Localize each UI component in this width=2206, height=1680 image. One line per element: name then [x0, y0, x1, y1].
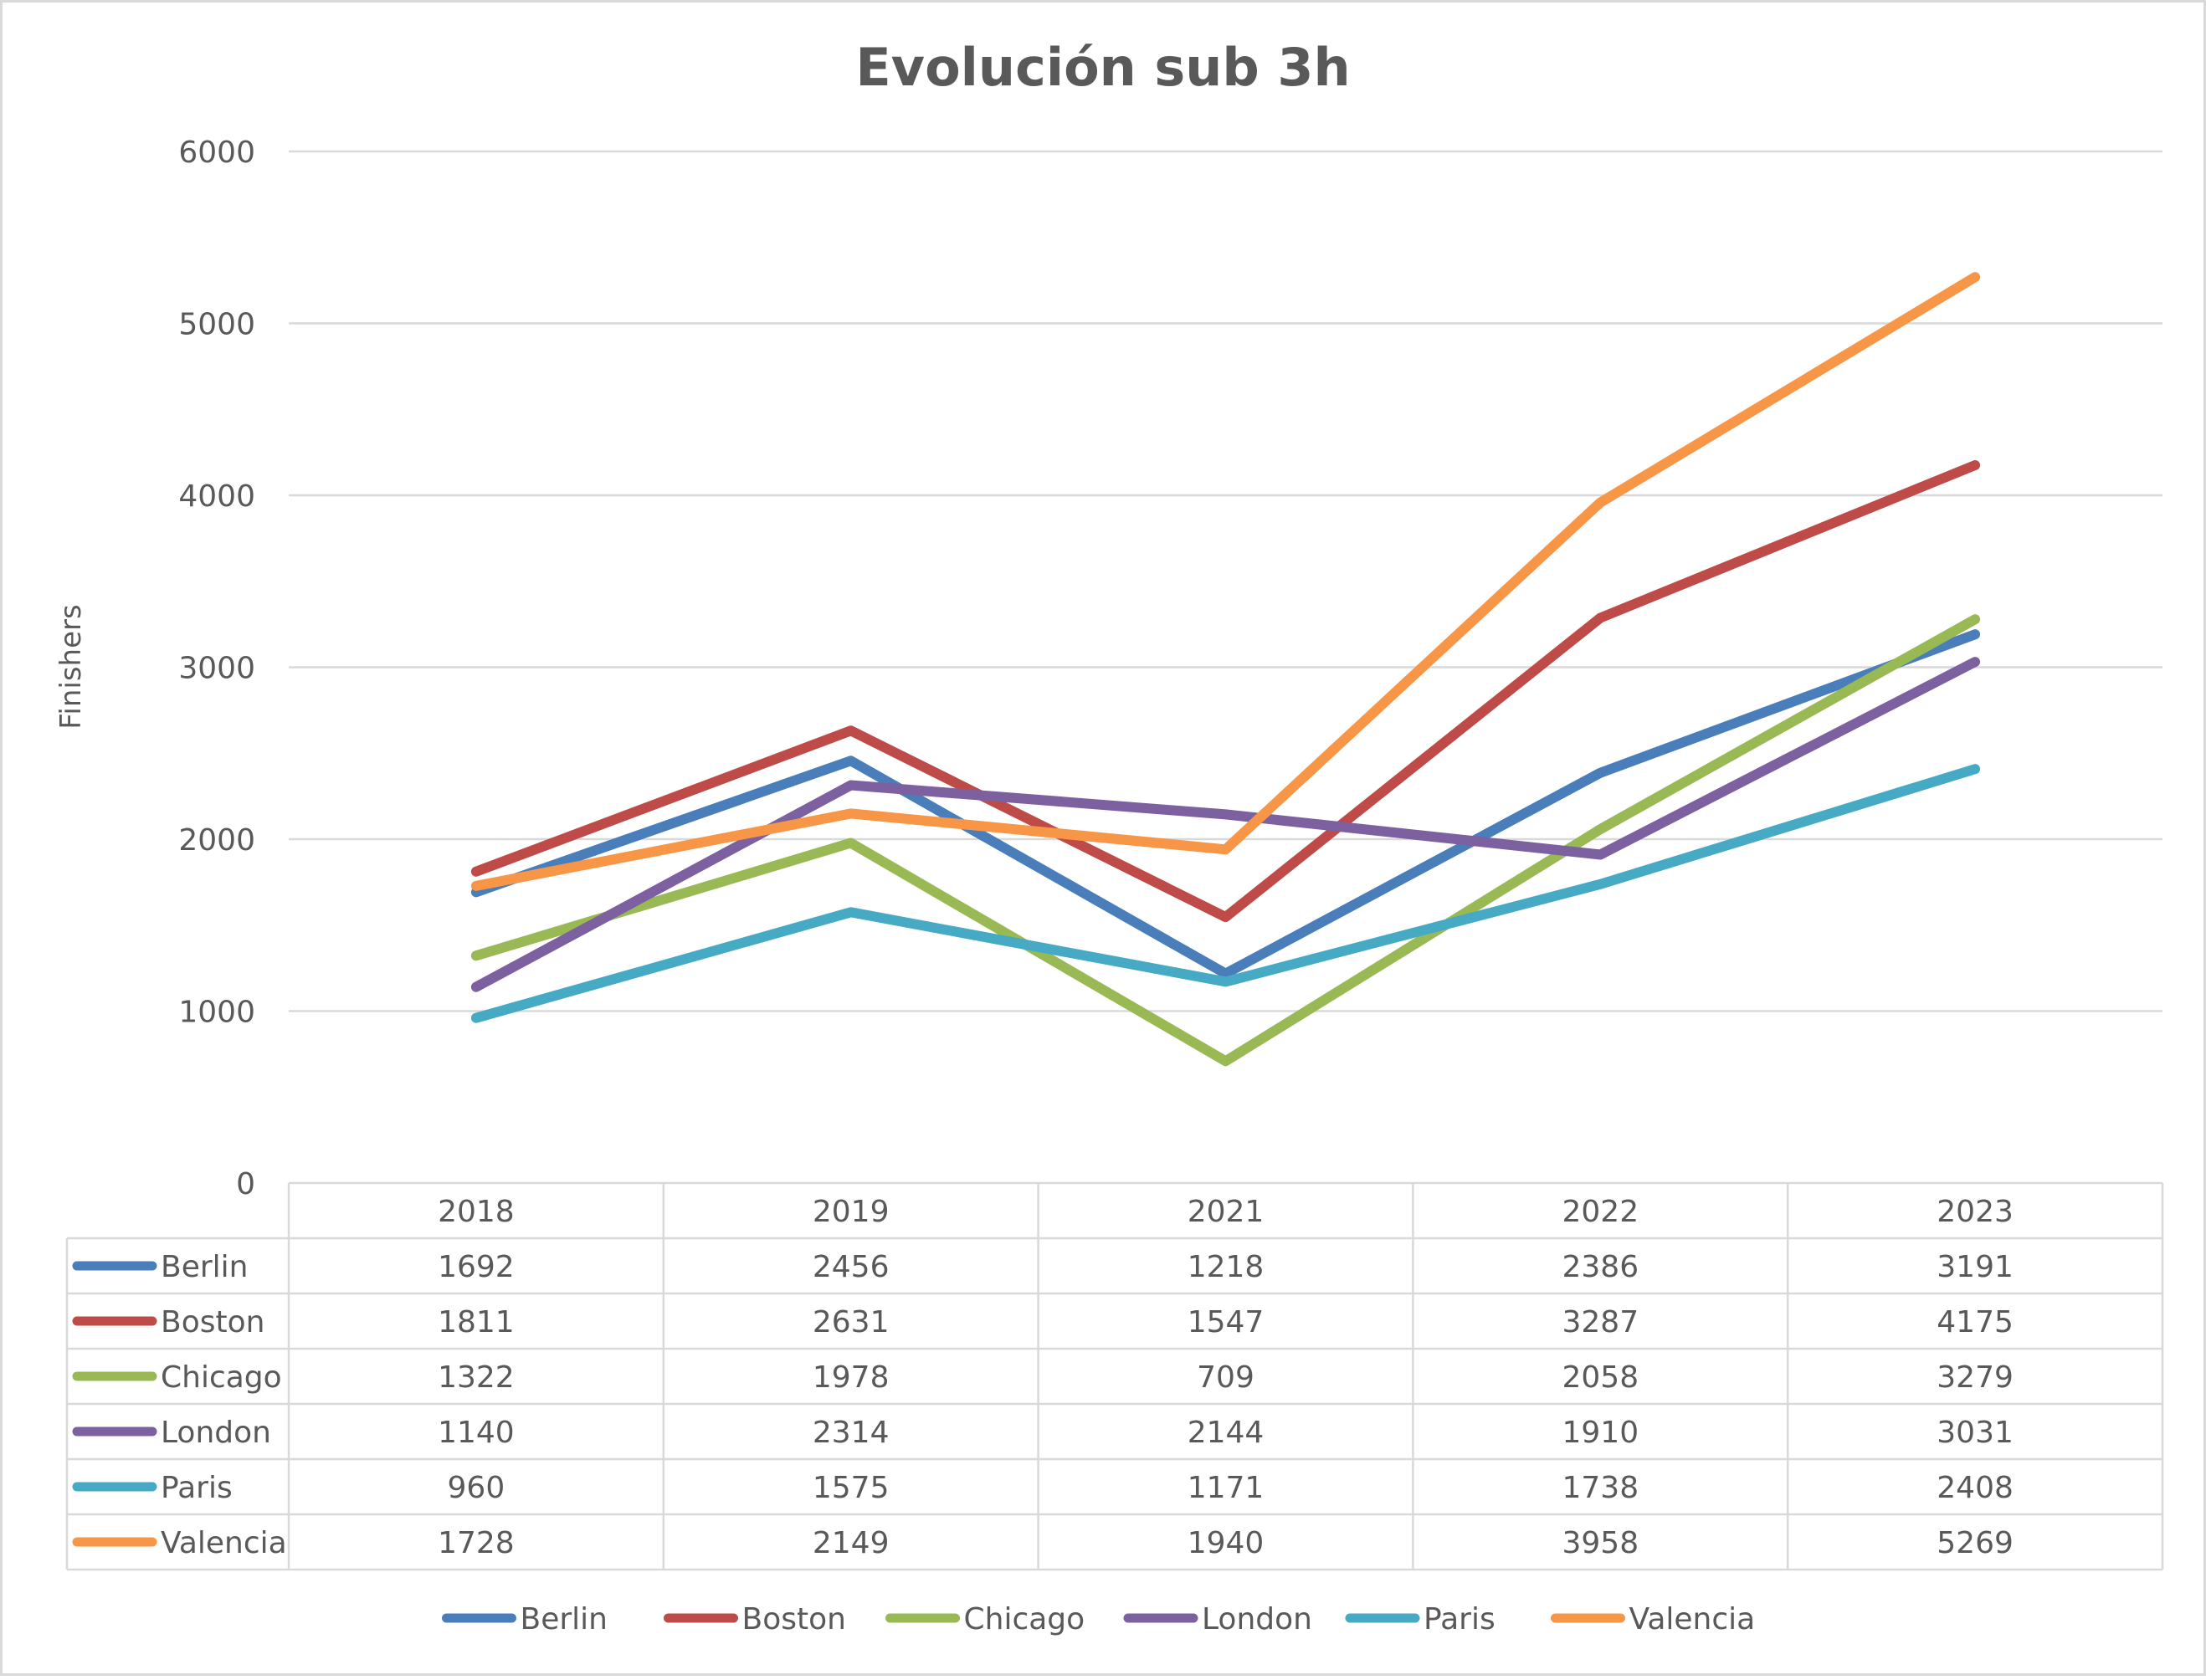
table-cell-value: 1575: [813, 1471, 890, 1505]
y-axis-label: Finishers: [54, 604, 88, 729]
y-tick-label: 0: [236, 1167, 255, 1201]
table-cell-value: 3287: [1562, 1305, 1639, 1339]
table-series-name: Boston: [161, 1305, 264, 1339]
table-cell-value: 2149: [813, 1526, 890, 1560]
table-cell-value: 1171: [1188, 1471, 1265, 1505]
table-cell-value: 2314: [813, 1416, 890, 1450]
table-cell-value: 960: [448, 1471, 505, 1505]
table-cell-value: 3958: [1562, 1526, 1639, 1560]
legend: Berlin Boston Chicago London Paris Valencia: [442, 1602, 1756, 1636]
table-cell-value: 3279: [1937, 1360, 2014, 1395]
gridlines: [289, 150, 2162, 1012]
data-table: 2018 2019 2021 2022 2023 Berlin 1692 2456 1218 23…: [65, 1181, 2164, 1571]
table-cell-value: 1140: [438, 1416, 515, 1450]
y-tick-label: 2000: [178, 823, 255, 858]
series-line-london: [470, 657, 1981, 992]
table-cell-value: 4175: [1937, 1305, 2014, 1339]
legend-label: Valencia: [1629, 1602, 1756, 1636]
series-line-boston: [470, 460, 1981, 923]
table-cell-value: 1978: [813, 1360, 890, 1395]
table-cell-value: 5269: [1937, 1526, 2014, 1560]
y-tick-label: 3000: [178, 652, 255, 686]
series-line-valencia: [470, 272, 1981, 891]
table-cell-value: 3191: [1937, 1250, 2014, 1284]
series-lines: [470, 272, 1981, 1067]
table-cell-value: 1940: [1188, 1526, 1265, 1560]
table-cell-value: 2456: [813, 1250, 890, 1284]
table-cell-value: 1728: [438, 1526, 515, 1560]
table-cell-value: 1738: [1562, 1471, 1639, 1505]
x-tick-label: 2023: [1937, 1195, 2014, 1229]
y-tick-label: 4000: [178, 479, 255, 514]
series-line-paris: [470, 764, 1981, 1023]
table-series-name: Paris: [161, 1471, 233, 1505]
y-tick-label: 5000: [178, 308, 255, 342]
legend-label: Berlin: [521, 1602, 608, 1636]
table-series-name: Valencia: [161, 1526, 287, 1560]
table-cell-value: 3031: [1937, 1416, 2014, 1450]
table-cell-value: 1910: [1562, 1416, 1639, 1450]
series-line-chicago: [470, 614, 1981, 1067]
table-cell-value: 2144: [1188, 1416, 1265, 1450]
chart-title: Evolución sub 3h: [855, 37, 1350, 98]
table-cell-value: 1547: [1188, 1305, 1265, 1339]
table-cell-value: 1322: [438, 1360, 515, 1395]
y-tick-label: 1000: [178, 996, 255, 1030]
table-cell-value: 2386: [1562, 1250, 1639, 1284]
table-cell-value: 2058: [1562, 1360, 1639, 1395]
x-tick-label: 2018: [438, 1195, 515, 1229]
table-series-name: Berlin: [161, 1250, 248, 1284]
table-cell-value: 2631: [813, 1305, 890, 1339]
x-tick-label: 2022: [1562, 1195, 1639, 1229]
legend-label: Chicago: [964, 1602, 1085, 1636]
y-axis-ticks: 0 1000 2000 3000 4000 5000 6000: [178, 136, 255, 1201]
legend-label: Boston: [742, 1602, 846, 1636]
table-cell-value: 1692: [438, 1250, 515, 1284]
legend-label: Paris: [1424, 1602, 1495, 1636]
table-cell-value: 1811: [438, 1305, 515, 1339]
series-line-berlin: [470, 629, 1981, 979]
table-cell-value: 2408: [1937, 1471, 2014, 1505]
table-series-name: London: [161, 1416, 271, 1450]
table-series-name: Chicago: [161, 1360, 282, 1395]
table-cell-value: 1218: [1188, 1250, 1265, 1284]
legend-label: London: [1202, 1602, 1312, 1636]
x-tick-label: 2019: [813, 1195, 890, 1229]
y-tick-label: 6000: [178, 136, 255, 170]
table-cell-value: 709: [1197, 1360, 1254, 1395]
x-tick-label: 2021: [1188, 1195, 1265, 1229]
